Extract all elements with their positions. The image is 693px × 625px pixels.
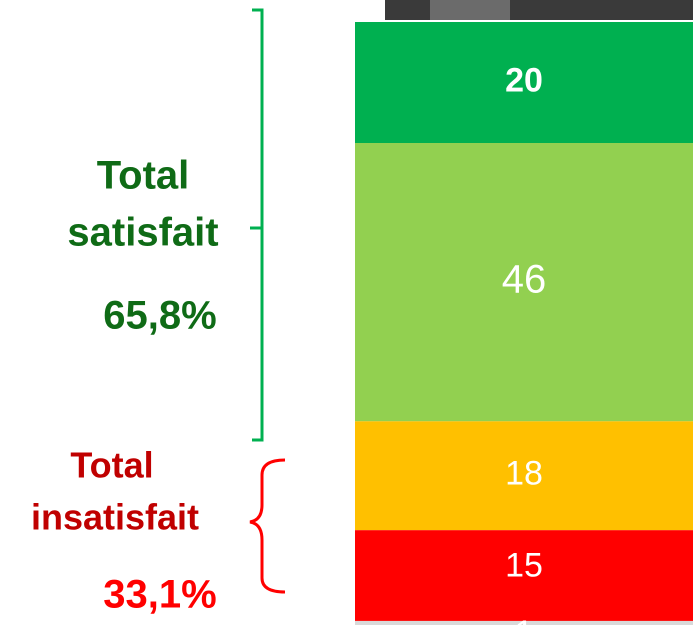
unsatisfied-brace — [250, 460, 285, 592]
annotation-line: Total — [97, 154, 190, 198]
annotation-line: insatisfait — [31, 497, 199, 538]
annotation-line: Total — [70, 445, 153, 486]
data-label: 20 — [505, 61, 543, 99]
annotation-total: 33,1% — [103, 573, 216, 617]
data-label: 1 — [515, 614, 534, 625]
photo-detail — [430, 0, 510, 20]
chart: Total satisfait 65,8% Total insatisfait … — [0, 0, 693, 625]
annotation-total: 65,8% — [103, 294, 216, 338]
data-label: 15 — [505, 547, 543, 585]
satisfied-bracket — [250, 10, 262, 440]
data-label: 46 — [502, 258, 547, 302]
annotation-line: satisfait — [67, 211, 218, 255]
data-label: 18 — [505, 455, 543, 493]
